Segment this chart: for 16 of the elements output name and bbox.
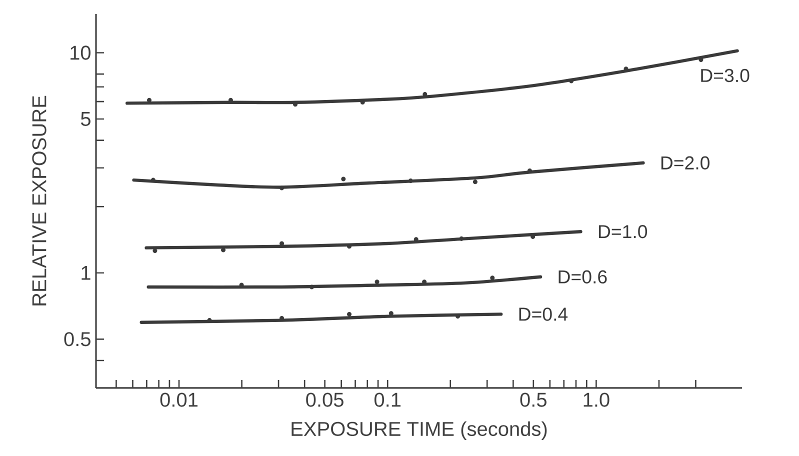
series-label: D=2.0 bbox=[661, 156, 710, 170]
y-tick-label: 1 bbox=[82, 266, 90, 280]
x-tick-label: 0.05 bbox=[306, 392, 344, 407]
x-tick-label: 0.01 bbox=[160, 392, 198, 407]
series-label: D=0.4 bbox=[519, 308, 568, 321]
series-label: D=0.6 bbox=[558, 270, 607, 284]
x-tick-label: 0.5 bbox=[520, 392, 546, 407]
y-axis-title: RELATIVE EXPOSURE bbox=[32, 96, 46, 306]
series-label: D=3.0 bbox=[701, 68, 750, 82]
y-tick-label: 10 bbox=[70, 46, 90, 60]
y-tick-label: 5 bbox=[80, 112, 90, 126]
x-tick-label: 1.0 bbox=[584, 392, 610, 407]
x-tick-label: 0.1 bbox=[374, 392, 401, 407]
x-axis-title: EXPOSURE TIME (seconds) bbox=[292, 421, 547, 440]
series-label: D=1.0 bbox=[598, 224, 648, 238]
y-tick-label: 0.5 bbox=[64, 332, 90, 346]
